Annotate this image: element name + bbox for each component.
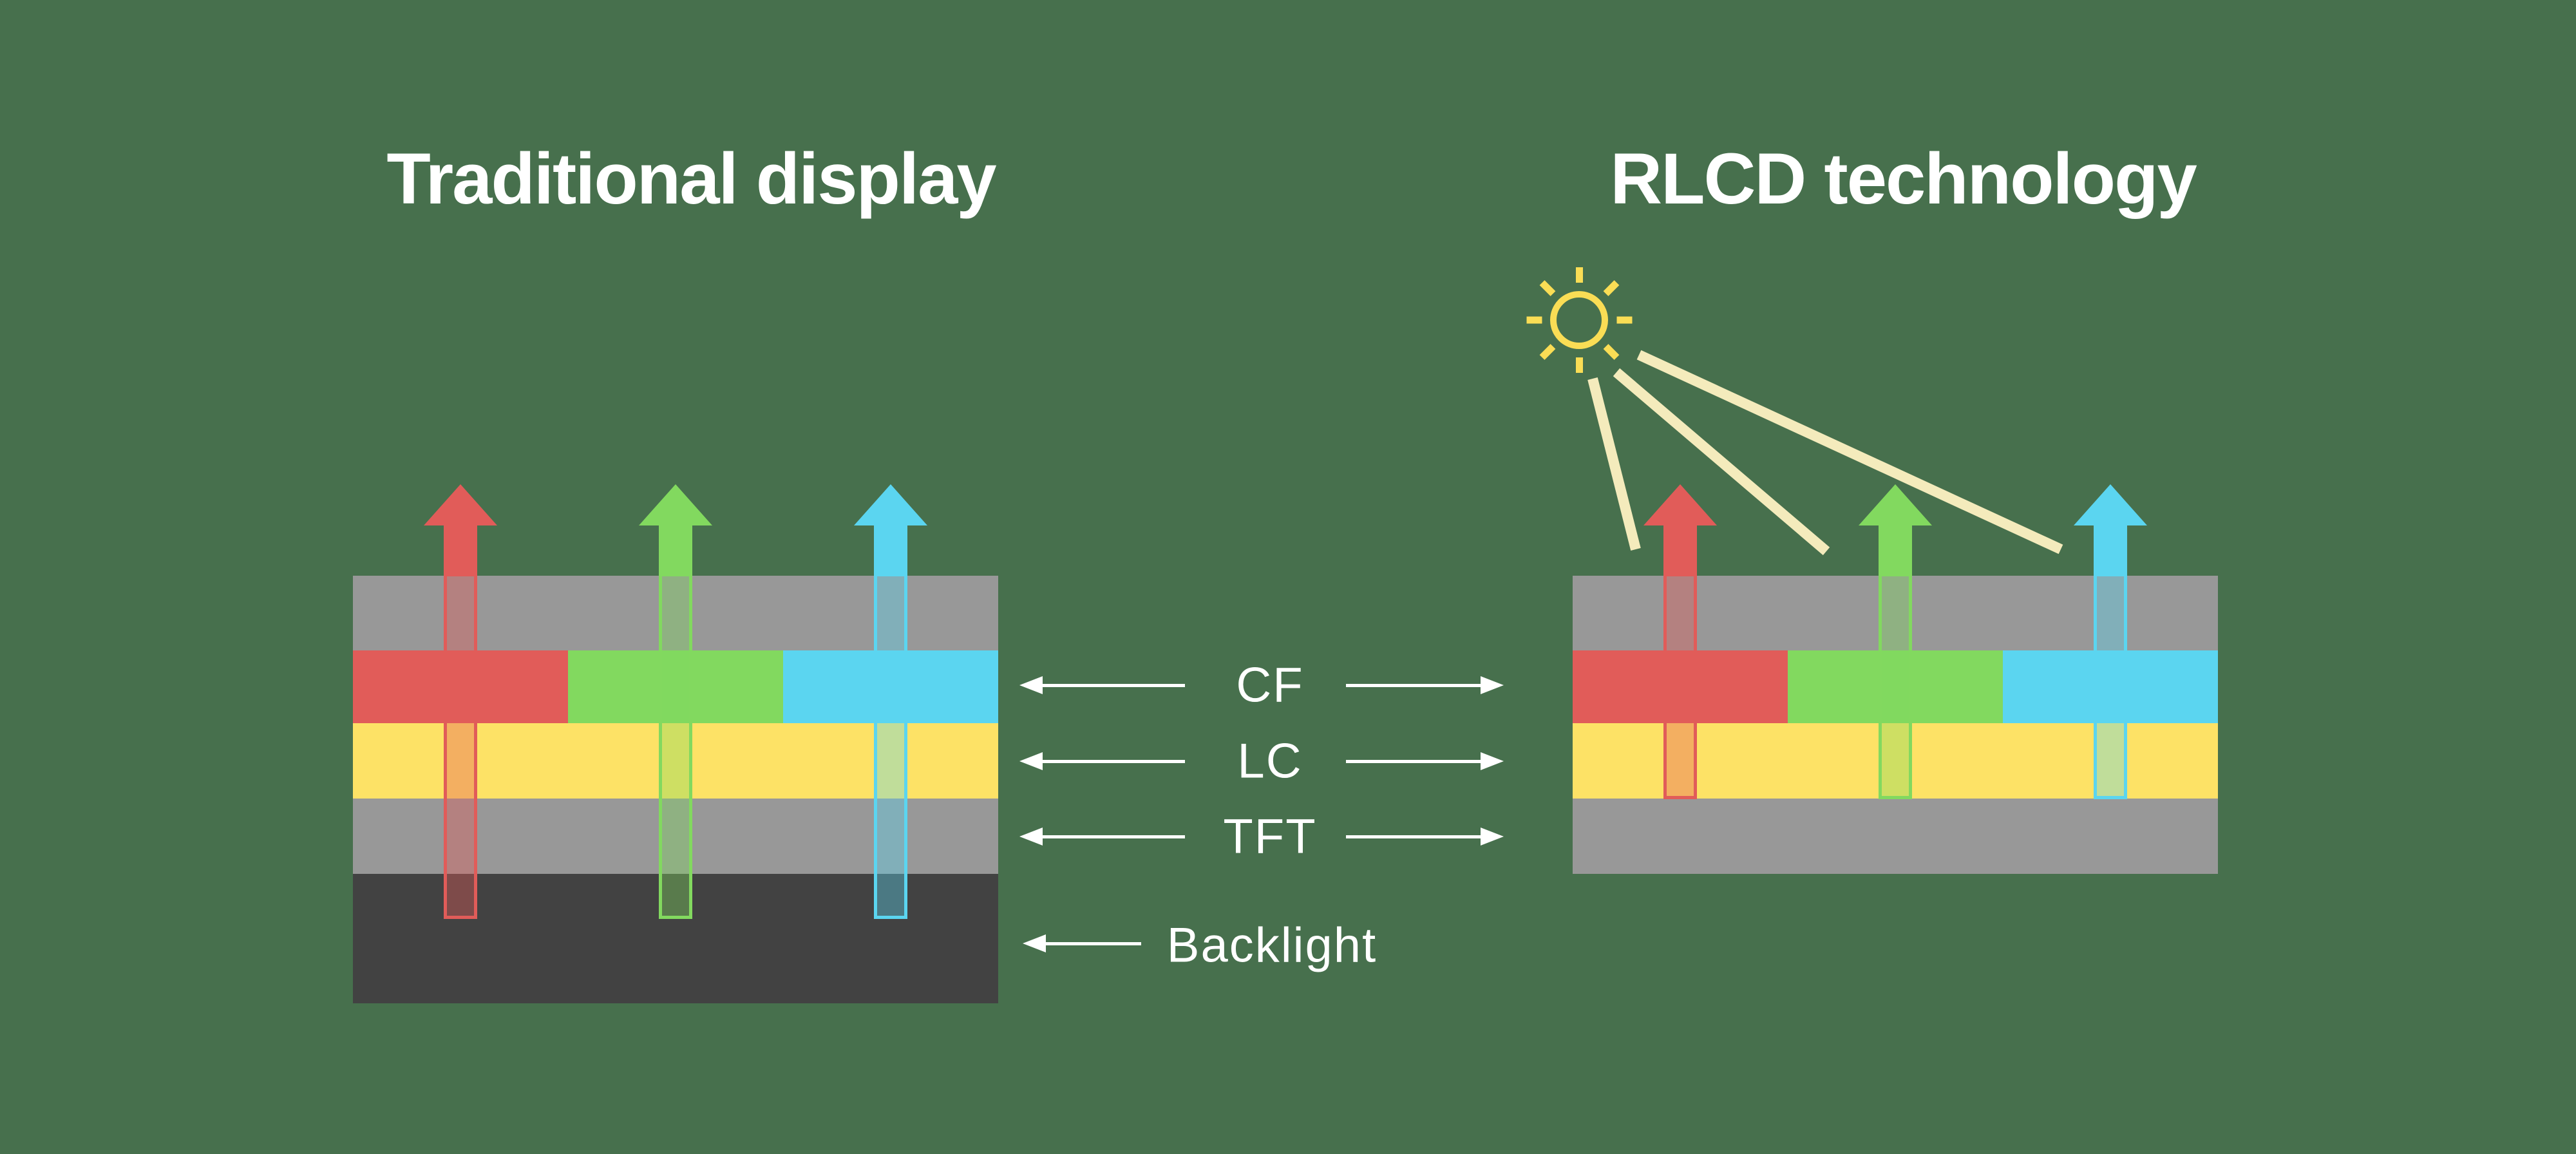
sun-ray-tick <box>1576 267 1583 283</box>
arrow-left-icon <box>1023 934 1046 952</box>
green-arrow-shaft <box>659 525 692 576</box>
green-arrowhead <box>1859 484 1932 525</box>
glass-layer <box>1573 576 2218 650</box>
red-light-beam <box>444 576 477 919</box>
traditional-display-stack <box>353 576 998 1003</box>
red-arrow-shaft <box>1663 525 1697 576</box>
cf-right-arrow-shaft <box>1346 684 1491 687</box>
title-rlcd-technology: RLCD technology <box>1610 138 2197 219</box>
tft-layer <box>1573 799 2218 874</box>
green-arrowhead <box>639 484 712 525</box>
rlcd-stack <box>1573 576 2218 874</box>
cf-green-subpixel <box>568 650 783 723</box>
cf-left-arrow-shaft <box>1040 684 1185 687</box>
title-traditional-display: Traditional display <box>386 138 996 219</box>
sunlight-ray <box>1613 368 1830 556</box>
cf-blue-subpixel <box>2003 650 2218 723</box>
cyan-arrow-shaft <box>2094 525 2127 576</box>
cf-blue-subpixel <box>783 650 998 723</box>
cf-green-subpixel <box>1788 650 2003 723</box>
red-arrowhead <box>1643 484 1717 525</box>
arrow-left-icon <box>1019 752 1043 770</box>
arrow-left-icon <box>1019 828 1043 846</box>
lc-layer <box>1573 723 2218 799</box>
arrow-right-icon <box>1481 752 1504 770</box>
cyan-arrow-shaft <box>874 525 907 576</box>
arrow-right-icon <box>1481 676 1504 694</box>
layer-label-backlight: Backlight <box>1166 918 1378 973</box>
sun-ring <box>1550 291 1608 349</box>
cyan-arrowhead <box>2074 484 2147 525</box>
green-arrow-shaft <box>1879 525 1912 576</box>
tft-right-arrow-shaft <box>1346 835 1491 838</box>
sunlight-ray <box>1587 377 1641 551</box>
green-light-beam <box>1879 576 1912 799</box>
tft-left-arrow-shaft <box>1040 835 1185 838</box>
layer-label-cf: CF <box>1236 657 1304 713</box>
lc-left-arrow-shaft <box>1040 760 1185 763</box>
lc-right-arrow-shaft <box>1346 760 1491 763</box>
tft-layer <box>353 799 998 874</box>
red-arrowhead <box>424 484 497 525</box>
arrow-right-icon <box>1481 828 1504 846</box>
lc-layer <box>353 723 998 799</box>
glass-layer <box>353 576 998 650</box>
layer-label-tft: TFT <box>1223 809 1317 864</box>
cf-red-subpixel <box>353 650 568 723</box>
cyan-light-beam <box>874 576 907 919</box>
backlight-arrow-shaft <box>1043 942 1141 945</box>
cyan-light-beam <box>2094 576 2127 799</box>
cf-red-subpixel <box>1573 650 1788 723</box>
green-light-beam <box>659 576 692 919</box>
backlight-layer <box>353 874 998 1003</box>
sun-ray-tick <box>1616 316 1633 324</box>
sunlight-ray <box>1636 350 2063 554</box>
sun-ray-tick <box>1526 316 1542 324</box>
cyan-arrowhead <box>854 484 927 525</box>
red-light-beam <box>1663 576 1697 799</box>
red-arrow-shaft <box>444 525 477 576</box>
sun-ray-tick <box>1576 357 1583 373</box>
arrow-left-icon <box>1019 676 1043 694</box>
layer-label-lc: LC <box>1237 733 1303 789</box>
